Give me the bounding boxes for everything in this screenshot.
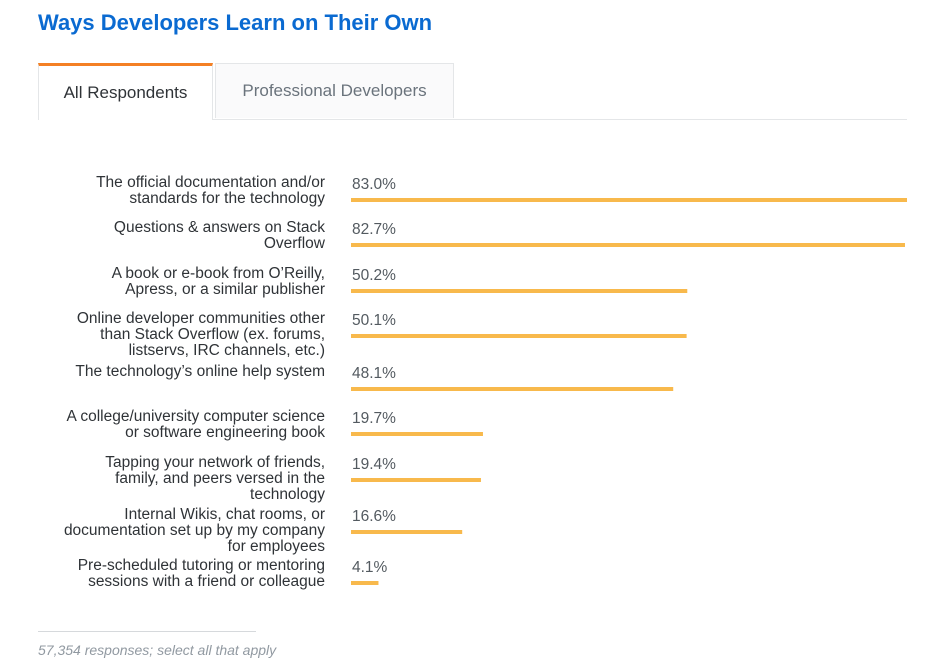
respondent-tabs: All Respondents Professional Developers: [38, 63, 907, 120]
category-label-line: The official documentation and/or: [96, 174, 325, 191]
value-label: 19.7%: [352, 410, 396, 427]
chart-title: Ways Developers Learn on Their Own: [38, 10, 433, 35]
category-label: A book or e-book from O’Reilly, Apress, o…: [112, 265, 325, 298]
category-label-line: standards for the technology: [129, 190, 325, 207]
category-label-line: Tapping your network of friends,: [105, 454, 325, 471]
category-label-line: A book or e-book from O’Reilly,: [112, 265, 325, 282]
bar: [351, 581, 379, 585]
bar-row: A college/university computer science or …: [67, 408, 483, 441]
category-label: Questions & answers on Stack Overflow: [114, 219, 326, 252]
value-label: 16.6%: [352, 508, 396, 525]
category-label-line: listservs, IRC channels, etc.): [129, 342, 325, 359]
bar-row: Online developer communities other than S…: [77, 310, 687, 359]
category-label: The official documentation and/or standar…: [96, 174, 325, 207]
bar-row: Tapping your network of friends, family, …: [105, 454, 481, 503]
value-label: 19.4%: [352, 456, 396, 473]
tab-all-respondents[interactable]: All Respondents: [38, 63, 213, 120]
bar-row: Pre-scheduled tutoring or mentoring sessi…: [78, 557, 388, 590]
category-label-line: Online developer communities other: [77, 310, 325, 327]
bar-row: The official documentation and/or standar…: [96, 174, 907, 207]
category-label-line: Pre-scheduled tutoring or mentoring: [78, 557, 325, 574]
bar-row: The technology’s online help system 48.1%: [75, 363, 674, 391]
category-label-line: Questions & answers on Stack: [114, 219, 325, 236]
category-label-line: Internal Wikis, chat rooms, or: [124, 506, 325, 523]
bar: [351, 530, 463, 534]
category-label-line: Apress, or a similar publisher: [125, 281, 325, 298]
bar-row: A book or e-book from O’Reilly, Apress, o…: [112, 265, 688, 298]
footnote-divider: [38, 631, 256, 632]
bar-row: Internal Wikis, chat rooms, or documentat…: [64, 506, 463, 555]
bar: [351, 198, 907, 202]
category-label-line: than Stack Overflow (ex. forums,: [100, 326, 325, 343]
bar: [351, 289, 688, 293]
category-label-line: Overflow: [264, 235, 326, 252]
category-label: Pre-scheduled tutoring or mentoring sessi…: [78, 557, 325, 590]
category-label-line: sessions with a friend or colleague: [88, 573, 325, 590]
category-label-line: technology: [250, 486, 325, 503]
category-label-line: documentation set up by my company: [64, 522, 325, 539]
value-label: 50.2%: [352, 267, 396, 284]
value-label: 83.0%: [352, 176, 396, 193]
value-label: 50.1%: [352, 312, 396, 329]
category-label: Internal Wikis, chat rooms, or documentat…: [64, 506, 325, 555]
bar: [351, 243, 905, 247]
category-label-line: The technology’s online help system: [75, 363, 325, 380]
footnote: 57,354 responses; select all that apply: [38, 642, 277, 658]
category-label: The technology’s online help system: [75, 363, 325, 380]
category-label: Tapping your network of friends, family, …: [105, 454, 325, 503]
category-label-line: A college/university computer science: [67, 408, 325, 425]
tab-professional-developers[interactable]: Professional Developers: [215, 63, 454, 118]
bar: [351, 387, 674, 391]
bar: [351, 478, 481, 482]
category-label-line: family, and peers versed in the: [115, 470, 325, 487]
category-label-line: or software engineering book: [125, 424, 325, 441]
value-label: 48.1%: [352, 365, 396, 382]
category-label: Online developer communities other than S…: [77, 310, 325, 359]
value-label: 4.1%: [352, 559, 388, 576]
bar: [351, 432, 483, 436]
category-label-line: for employees: [228, 538, 326, 555]
bar: [351, 334, 687, 338]
bar-row: Questions & answers on Stack Overflow 82.7…: [114, 219, 905, 252]
category-label: A college/university computer science or …: [67, 408, 326, 441]
value-label: 82.7%: [352, 221, 396, 238]
